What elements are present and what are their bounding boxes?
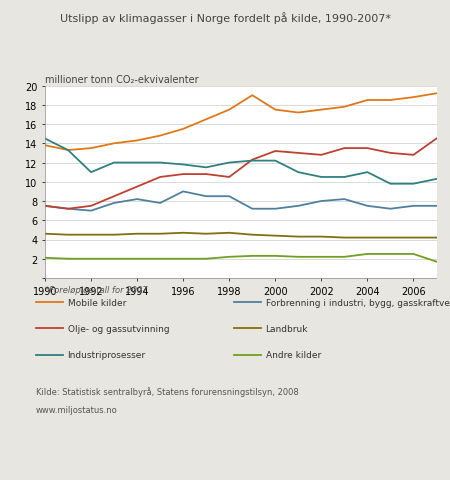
Text: Forbrenning i industri, bygg, gasskraftverk mm: Forbrenning i industri, bygg, gasskraftv… — [266, 298, 450, 307]
Text: Kilde: Statistisk sentralbyrå, Statens forurensningstilsyn, 2008: Kilde: Statistisk sentralbyrå, Statens f… — [36, 386, 299, 396]
Text: Olje- og gassutvinning: Olje- og gassutvinning — [68, 324, 169, 333]
Text: *Foreløpige tall for 2007: *Foreløpige tall for 2007 — [45, 286, 148, 295]
Text: www.miljostatus.no: www.miljostatus.no — [36, 406, 118, 415]
Text: Mobile kilder: Mobile kilder — [68, 298, 126, 307]
Text: Andre kilder: Andre kilder — [266, 351, 321, 360]
Text: Utslipp av klimagasser i Norge fordelt på kilde, 1990-2007*: Utslipp av klimagasser i Norge fordelt p… — [59, 12, 391, 24]
Text: Industriprosesser: Industriprosesser — [68, 351, 146, 360]
Text: Landbruk: Landbruk — [266, 324, 308, 333]
Text: millioner tonn CO₂-ekvivalenter: millioner tonn CO₂-ekvivalenter — [45, 74, 198, 84]
